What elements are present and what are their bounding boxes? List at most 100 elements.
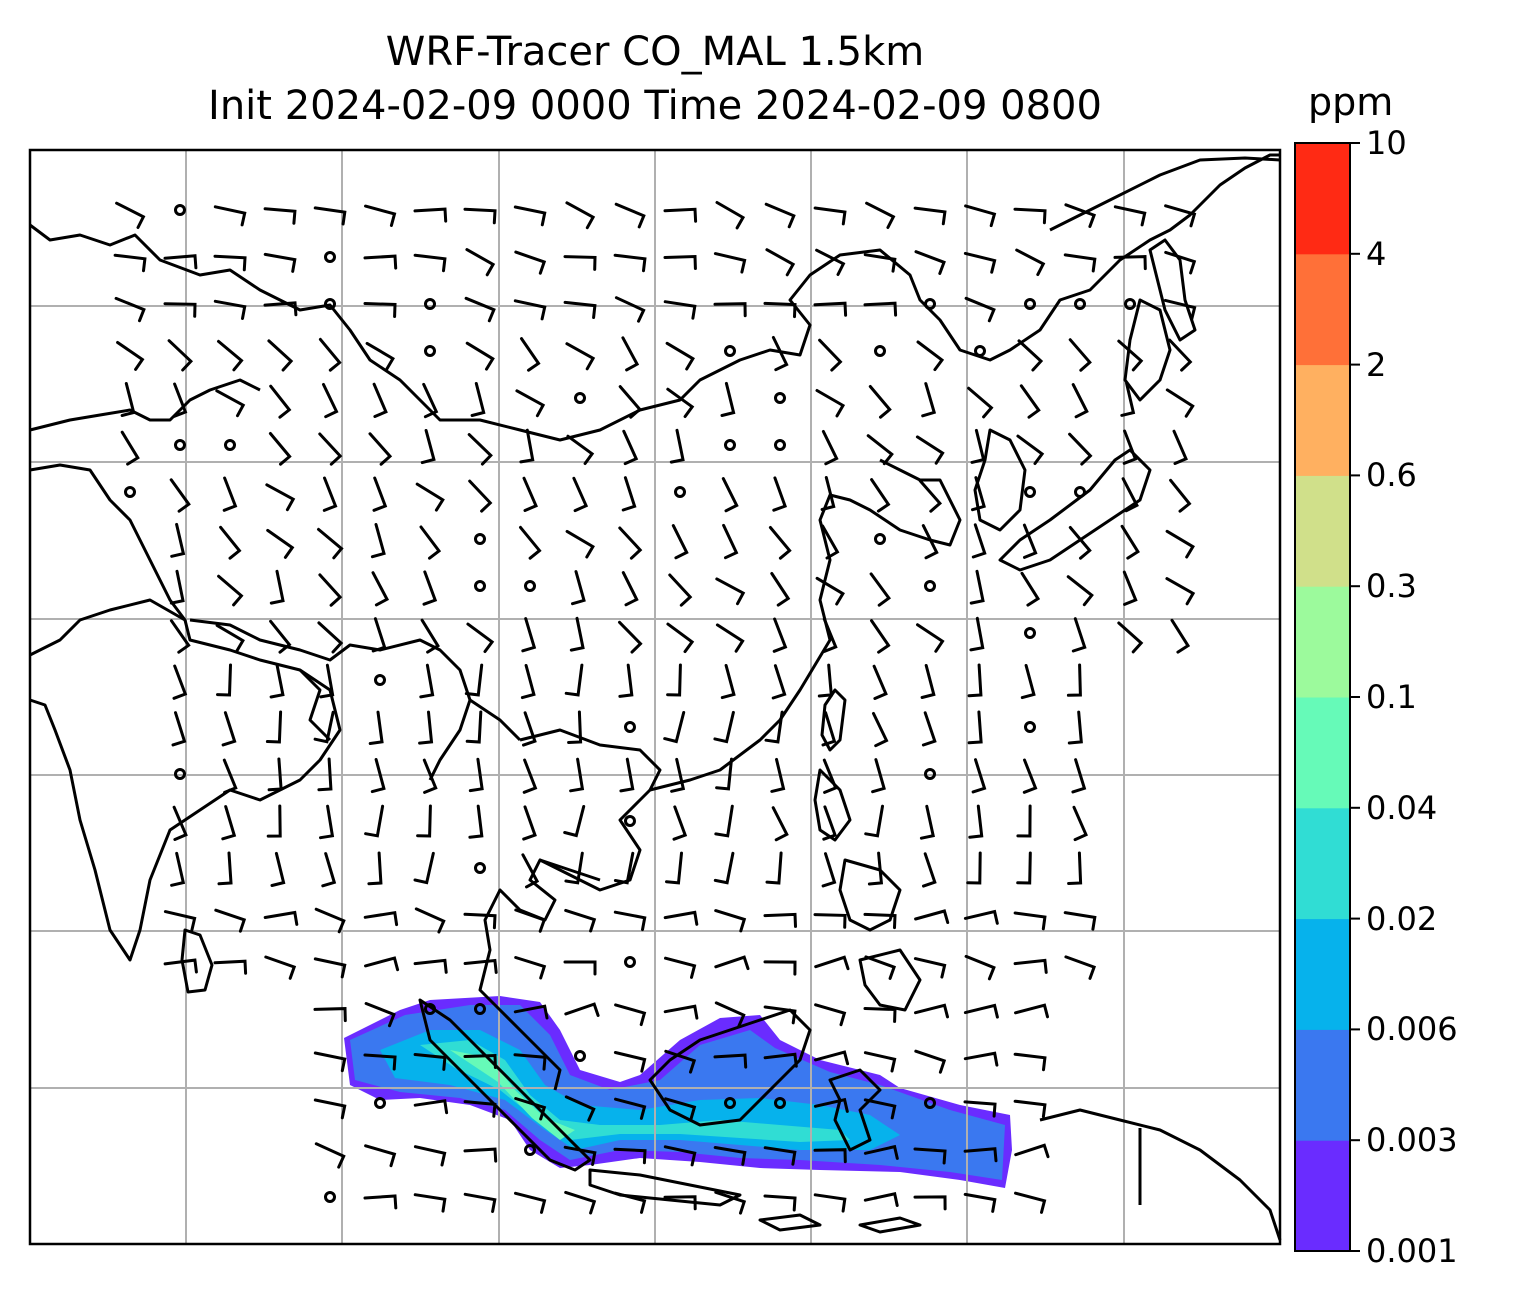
wind-barb bbox=[666, 387, 695, 418]
calm-wind-marker bbox=[374, 1097, 386, 1109]
wind-barb bbox=[422, 382, 439, 419]
wind-barb bbox=[263, 910, 299, 926]
wind-barb bbox=[367, 851, 383, 886]
wind-barb bbox=[763, 1005, 797, 1025]
wind-barb bbox=[714, 909, 747, 933]
calm-wind-marker bbox=[174, 204, 186, 216]
wind-barb bbox=[267, 757, 283, 792]
wind-barb bbox=[714, 1190, 747, 1215]
wind-barb bbox=[714, 955, 750, 971]
wind-barb bbox=[621, 476, 637, 512]
wind-barb bbox=[167, 339, 194, 372]
wind-barb bbox=[563, 805, 586, 838]
wind-barb bbox=[713, 252, 747, 274]
wind-barb bbox=[863, 1007, 897, 1023]
wind-barb bbox=[713, 302, 747, 318]
wind-barb bbox=[963, 1147, 998, 1163]
wind-barb bbox=[372, 476, 388, 512]
wind-barb bbox=[368, 710, 384, 745]
calm-wind-marker bbox=[1024, 721, 1036, 733]
wind-barb bbox=[371, 571, 390, 607]
wind-barb bbox=[1068, 338, 1092, 372]
wind-barb bbox=[813, 301, 848, 317]
wind-barb bbox=[463, 1192, 497, 1213]
wind-barb bbox=[314, 907, 346, 934]
wind-barb bbox=[818, 338, 843, 372]
wind-barb bbox=[463, 958, 498, 974]
colorbar-tick-label: 0.3 bbox=[1366, 567, 1417, 606]
colorbar-tick-label: 0.006 bbox=[1366, 1010, 1458, 1049]
colorbar-segment bbox=[1295, 364, 1350, 476]
wind-barb bbox=[269, 569, 285, 605]
wind-barb bbox=[564, 1095, 596, 1122]
gridlines bbox=[30, 150, 1280, 1244]
wind-barb bbox=[313, 206, 347, 226]
wind-barb bbox=[813, 1097, 849, 1113]
wind-barb bbox=[821, 524, 840, 560]
wind-barb bbox=[1063, 253, 1097, 273]
calm-wind-marker bbox=[924, 768, 936, 780]
wind-barb bbox=[1022, 758, 1038, 794]
colorbar-tick-label: 0.02 bbox=[1366, 899, 1438, 938]
colorbar-tick-label: 0.003 bbox=[1366, 1121, 1458, 1160]
wind-barb bbox=[264, 955, 297, 980]
colorbar-tick-label: 10 bbox=[1366, 124, 1407, 162]
wind-barb bbox=[1120, 381, 1136, 417]
wind-barb bbox=[969, 569, 985, 605]
calm-wind-marker bbox=[474, 533, 486, 545]
wind-barb bbox=[664, 956, 697, 979]
wind-barb bbox=[814, 1003, 847, 1027]
colorbar-segment bbox=[1295, 807, 1350, 920]
wind-barb bbox=[514, 1097, 547, 1121]
wind-barb bbox=[763, 960, 797, 976]
wind-barb bbox=[613, 1051, 647, 1073]
wind-barb bbox=[413, 253, 447, 273]
wind-barb bbox=[763, 1146, 797, 1166]
wind-barb bbox=[172, 805, 188, 841]
colorbar-unit-label: ppm bbox=[1308, 80, 1394, 124]
wind-barb bbox=[222, 758, 238, 794]
wind-barb bbox=[1016, 434, 1045, 465]
colorbar-segment bbox=[1295, 143, 1350, 255]
wind-barb bbox=[715, 201, 746, 230]
colorbar-tick-label: 4 bbox=[1366, 234, 1387, 273]
calm-wind-marker bbox=[724, 439, 736, 451]
wind-barb bbox=[1117, 621, 1144, 654]
wind-barb bbox=[720, 664, 736, 700]
wind-barb bbox=[913, 1195, 947, 1211]
wind-barb bbox=[613, 851, 635, 885]
wind-barb bbox=[666, 663, 682, 697]
wind-barb bbox=[363, 910, 399, 927]
wind-barb bbox=[468, 479, 493, 513]
wind-barb bbox=[514, 908, 547, 933]
wind-barb bbox=[313, 1098, 347, 1120]
wind-barb bbox=[420, 618, 440, 654]
wind-barb bbox=[414, 907, 446, 934]
wind-barb bbox=[1064, 955, 1097, 980]
wind-barb bbox=[672, 805, 688, 841]
calm-wind-marker bbox=[574, 1050, 586, 1062]
wind-barb bbox=[915, 435, 945, 465]
wind-barb bbox=[370, 523, 386, 559]
wind-barb bbox=[163, 958, 198, 974]
wind-barb bbox=[865, 201, 896, 229]
wind-barb bbox=[771, 806, 789, 842]
wind-barb bbox=[914, 909, 950, 924]
wind-barb bbox=[1013, 1052, 1047, 1072]
wind-barb bbox=[513, 299, 547, 321]
wind-barb bbox=[464, 663, 484, 697]
wind-barb bbox=[1071, 758, 1087, 794]
wind-barb bbox=[371, 617, 387, 653]
wind-barb bbox=[913, 957, 947, 979]
wind-barb bbox=[364, 804, 385, 838]
wind-barb bbox=[913, 206, 947, 226]
wind-barb bbox=[768, 526, 792, 560]
wind-barb bbox=[266, 528, 295, 559]
calm-wind-marker bbox=[674, 486, 686, 498]
wind-barb bbox=[1022, 523, 1038, 559]
calm-wind-marker bbox=[724, 1097, 736, 1109]
wind-barb bbox=[1063, 911, 1097, 931]
wind-barb bbox=[120, 382, 136, 417]
wind-barb bbox=[569, 757, 585, 793]
wind-barb bbox=[113, 253, 147, 273]
